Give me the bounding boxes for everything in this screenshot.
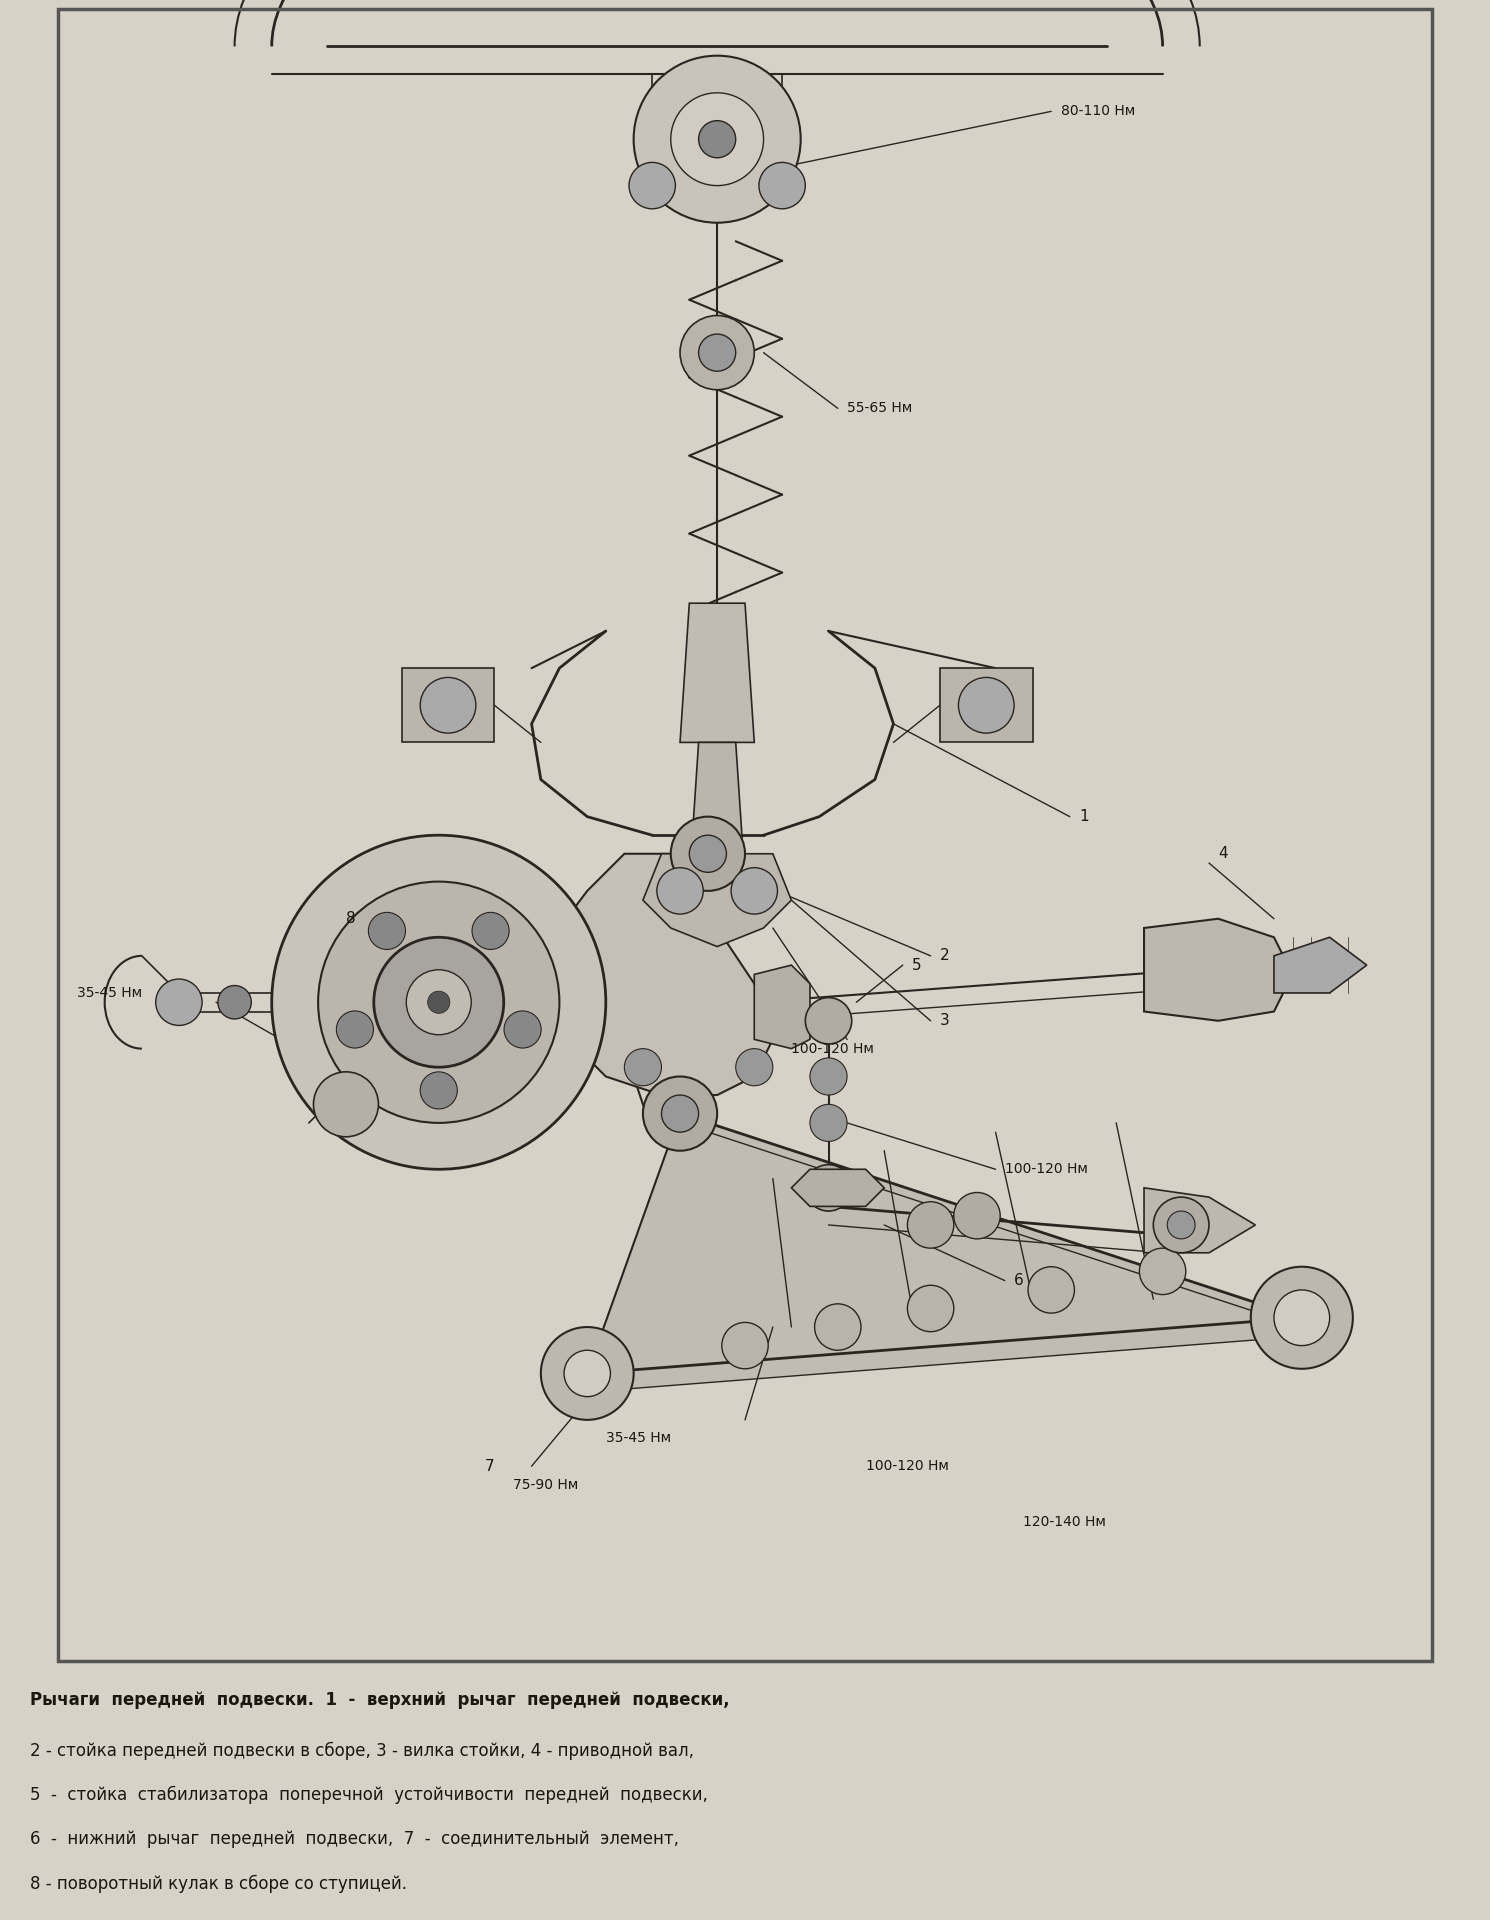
Text: 4: 4 xyxy=(1219,847,1228,862)
Text: 100-120 Нм: 100-120 Нм xyxy=(866,1459,949,1473)
Text: 55-65 Нм: 55-65 Нм xyxy=(848,401,912,415)
Circle shape xyxy=(337,1012,374,1048)
Circle shape xyxy=(218,985,252,1020)
Circle shape xyxy=(407,970,471,1035)
Text: 35-45 Нм: 35-45 Нм xyxy=(606,1432,670,1446)
Circle shape xyxy=(907,1202,954,1248)
Text: 80-110 Нм: 80-110 Нм xyxy=(1061,104,1135,119)
Text: 7: 7 xyxy=(486,1459,495,1475)
Circle shape xyxy=(736,1048,773,1087)
Polygon shape xyxy=(1144,920,1292,1021)
Circle shape xyxy=(958,678,1015,733)
Circle shape xyxy=(1274,1290,1329,1346)
Text: 100-120 Нм: 100-120 Нм xyxy=(1004,1162,1088,1177)
Circle shape xyxy=(624,1048,662,1087)
Polygon shape xyxy=(791,1169,884,1206)
Text: 3: 3 xyxy=(940,1014,949,1029)
Text: 5  -  стойка  стабилизатора  поперечной  устойчивости  передней  подвески,: 5 - стойка стабилизатора поперечной усто… xyxy=(30,1786,708,1805)
Text: 120-140 Нм: 120-140 Нм xyxy=(1024,1515,1106,1528)
Circle shape xyxy=(699,121,736,157)
Circle shape xyxy=(721,1323,769,1369)
Polygon shape xyxy=(550,854,773,1094)
Circle shape xyxy=(271,835,606,1169)
Polygon shape xyxy=(642,854,791,947)
Circle shape xyxy=(319,881,559,1123)
Circle shape xyxy=(699,334,736,371)
Circle shape xyxy=(541,1327,633,1421)
Text: 2: 2 xyxy=(940,948,949,964)
Text: 5: 5 xyxy=(912,958,922,973)
Circle shape xyxy=(907,1284,954,1332)
Polygon shape xyxy=(1144,1188,1256,1254)
Bar xyxy=(940,668,1033,743)
Text: 8 - поворотный кулак в сборе со ступицей.: 8 - поворотный кулак в сборе со ступицей… xyxy=(30,1874,407,1893)
Circle shape xyxy=(1153,1198,1208,1254)
Circle shape xyxy=(565,1350,611,1396)
Text: 2 - стойка передней подвески в сборе, 3 - вилка стойки, 4 - приводной вал,: 2 - стойка передней подвески в сборе, 3 … xyxy=(30,1741,693,1761)
Circle shape xyxy=(954,1192,1000,1238)
Bar xyxy=(402,668,495,743)
Circle shape xyxy=(815,1304,861,1350)
Polygon shape xyxy=(679,603,754,743)
Circle shape xyxy=(732,868,778,914)
Text: 100-120 Нм: 100-120 Нм xyxy=(791,1043,875,1056)
Circle shape xyxy=(313,1071,378,1137)
Circle shape xyxy=(504,1012,541,1048)
Text: 6  -  нижний  рычаг  передней  подвески,  7  -  соединительный  элемент,: 6 - нижний рычаг передней подвески, 7 - … xyxy=(30,1830,678,1849)
Circle shape xyxy=(374,937,504,1068)
Circle shape xyxy=(1250,1267,1353,1369)
Circle shape xyxy=(1140,1248,1186,1294)
Circle shape xyxy=(657,868,703,914)
Circle shape xyxy=(1028,1267,1074,1313)
Circle shape xyxy=(805,1165,852,1212)
Circle shape xyxy=(805,998,852,1044)
Circle shape xyxy=(690,835,727,872)
Circle shape xyxy=(420,1071,457,1110)
Circle shape xyxy=(679,315,754,390)
Text: 75-90 Нм: 75-90 Нм xyxy=(513,1478,578,1492)
Text: Рычаги  передней  подвески.  1  -  верхний  рычаг  передней  подвески,: Рычаги передней подвески. 1 - верхний ры… xyxy=(30,1692,729,1709)
Circle shape xyxy=(629,163,675,209)
Text: 1: 1 xyxy=(1079,808,1089,824)
Circle shape xyxy=(662,1094,699,1133)
Polygon shape xyxy=(754,966,811,1048)
Circle shape xyxy=(670,816,745,891)
Polygon shape xyxy=(587,1114,1302,1392)
Circle shape xyxy=(368,912,405,950)
Circle shape xyxy=(1167,1212,1195,1238)
Circle shape xyxy=(811,1104,848,1140)
Text: 6: 6 xyxy=(1015,1273,1024,1288)
Text: 8: 8 xyxy=(346,912,355,925)
Circle shape xyxy=(156,979,203,1025)
Circle shape xyxy=(428,991,450,1014)
Circle shape xyxy=(420,678,475,733)
Circle shape xyxy=(642,1077,717,1150)
Text: 35-45 Нм: 35-45 Нм xyxy=(77,987,142,1000)
Circle shape xyxy=(758,163,805,209)
Circle shape xyxy=(633,56,800,223)
Circle shape xyxy=(472,912,510,950)
Circle shape xyxy=(811,1058,848,1094)
Polygon shape xyxy=(690,743,745,881)
Circle shape xyxy=(670,92,763,186)
Polygon shape xyxy=(1274,937,1366,993)
